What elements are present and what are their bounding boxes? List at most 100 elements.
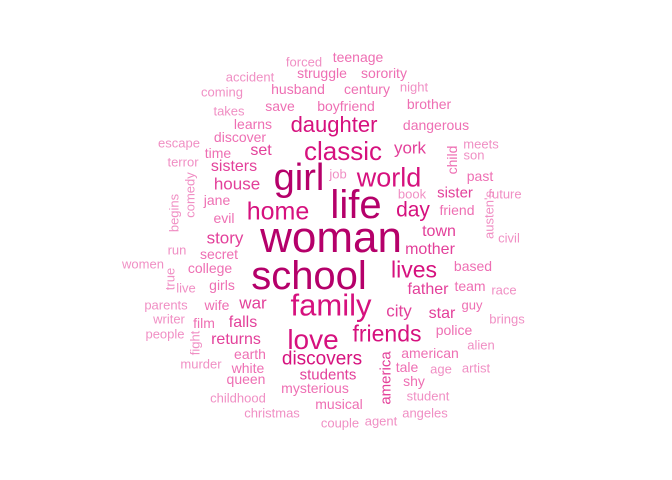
cloud-word-team: team <box>454 278 486 294</box>
cloud-word-discover: discover <box>213 129 267 145</box>
cloud-word-friend: friend <box>439 202 475 218</box>
cloud-word-austen-s: austen's <box>481 190 497 240</box>
cloud-word-accident: accident <box>225 69 275 85</box>
cloud-word-future: future <box>488 186 522 202</box>
cloud-word-sorority: sorority <box>361 65 407 81</box>
cloud-word-police: police <box>435 322 473 338</box>
cloud-word-boyfriend: boyfriend <box>317 98 375 114</box>
cloud-word-sisters: sisters <box>210 158 258 175</box>
cloud-word-past: past <box>466 168 494 184</box>
cloud-word-queen: queen <box>226 371 266 387</box>
cloud-word-christmas: christmas <box>244 405 300 421</box>
cloud-word-night: night <box>399 79 429 95</box>
cloud-word-girl: girl <box>273 157 325 199</box>
cloud-word-tale: tale <box>395 359 419 375</box>
cloud-word-lives: lives <box>390 256 438 283</box>
cloud-word-set: set <box>250 142 272 159</box>
cloud-word-escape: escape <box>158 135 200 151</box>
cloud-word-people: people <box>145 326 185 342</box>
cloud-word-friends: friends <box>352 320 422 347</box>
cloud-word-writer: writer <box>153 311 185 327</box>
cloud-word-artist: artist <box>461 360 491 376</box>
cloud-word-terror: terror <box>167 154 199 170</box>
cloud-word-woman: woman <box>260 213 402 262</box>
cloud-word-america: america <box>377 351 395 405</box>
cloud-word-world: world <box>356 162 422 193</box>
cloud-word-home: home <box>246 197 310 226</box>
cloud-word-struggle: struggle <box>297 65 347 81</box>
cloud-word-brother: brother <box>406 96 452 112</box>
cloud-word-based: based <box>453 258 493 274</box>
cloud-word-father: father <box>407 281 449 298</box>
cloud-word-son: son <box>463 147 485 163</box>
cloud-word-mysterious: mysterious <box>281 380 349 396</box>
cloud-word-guy: guy <box>461 297 483 313</box>
cloud-word-town: town <box>422 223 456 240</box>
cloud-word-childhood: childhood <box>210 390 266 406</box>
cloud-word-falls: falls <box>228 314 258 331</box>
cloud-word-coming: coming <box>201 84 243 100</box>
cloud-word-classic: classic <box>303 136 383 166</box>
cloud-word-child: child <box>444 145 460 175</box>
cloud-word-fight: fight <box>187 330 203 356</box>
cloud-word-job: job <box>329 166 347 182</box>
cloud-word-student: student <box>406 388 450 404</box>
cloud-word-love: love <box>287 324 339 355</box>
cloud-word-learns: learns <box>233 116 273 132</box>
cloud-word-true: true <box>162 267 178 291</box>
cloud-word-race: race <box>491 282 517 298</box>
cloud-word-wife: wife <box>204 297 230 313</box>
cloud-word-star: star <box>428 305 456 322</box>
cloud-word-agent: agent <box>364 413 398 429</box>
cloud-word-mother: mother <box>405 241 455 258</box>
cloud-word-school: school <box>251 254 367 298</box>
cloud-word-war: war <box>239 293 267 313</box>
cloud-word-century: century <box>344 81 390 97</box>
cloud-word-sister: sister <box>437 184 473 202</box>
cloud-word-parents: parents <box>144 297 188 313</box>
cloud-word-city: city <box>386 301 412 321</box>
cloud-word-life: life <box>330 183 382 227</box>
cloud-word-run: run <box>167 242 187 258</box>
cloud-word-age: age <box>430 361 452 377</box>
cloud-word-alien: alien <box>467 337 495 353</box>
cloud-word-begins: begins <box>166 193 182 233</box>
cloud-word-murder: murder <box>180 356 222 372</box>
cloud-word-civil: civil <box>498 230 520 246</box>
cloud-word-jane: jane <box>203 192 231 208</box>
cloud-word-women: women <box>122 256 164 272</box>
cloud-word-dangerous: dangerous <box>402 117 470 133</box>
cloud-word-teenage: teenage <box>332 49 384 65</box>
cloud-word-meets: meets <box>463 136 499 152</box>
cloud-word-day: day <box>396 198 430 222</box>
cloud-word-earth: earth <box>234 346 266 362</box>
cloud-word-family: family <box>290 287 372 323</box>
cloud-word-american: american <box>401 345 459 361</box>
cloud-word-save: save <box>265 98 295 114</box>
cloud-word-takes: takes <box>213 103 245 119</box>
cloud-word-secret: secret <box>199 246 239 262</box>
cloud-word-house: house <box>213 174 261 194</box>
cloud-word-students: students <box>299 366 357 384</box>
cloud-word-shy: shy <box>403 373 425 389</box>
cloud-word-returns: returns <box>211 331 261 348</box>
cloud-word-white: white <box>231 360 265 376</box>
cloud-word-husband: husband <box>271 81 325 97</box>
cloud-word-live: live <box>176 280 196 296</box>
cloud-word-york: york <box>393 138 427 158</box>
cloud-word-couple: couple <box>320 415 360 431</box>
cloud-word-story: story <box>206 228 244 248</box>
cloud-word-comedy: comedy <box>182 172 198 218</box>
cloud-word-musical: musical <box>315 396 363 412</box>
cloud-word-forced: forced <box>285 54 323 70</box>
cloud-word-brings: brings <box>489 311 525 327</box>
cloud-word-college: college <box>187 260 233 276</box>
cloud-word-book: book <box>397 186 427 202</box>
cloud-word-angeles: angeles <box>402 405 448 421</box>
cloud-word-film: film <box>193 315 215 331</box>
cloud-word-girls: girls <box>209 277 235 293</box>
cloud-word-daughter: daughter <box>290 112 378 137</box>
cloud-word-time: time <box>204 145 232 161</box>
cloud-word-evil: evil <box>213 210 235 226</box>
